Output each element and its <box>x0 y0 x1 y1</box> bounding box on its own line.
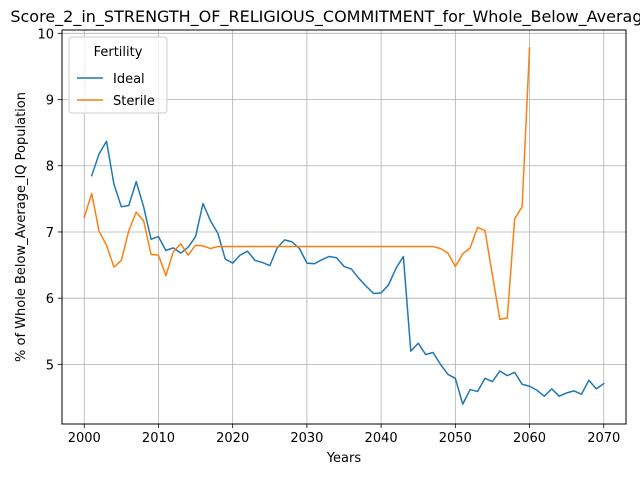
grid-lines <box>62 30 626 424</box>
chart-title: Score_2_in_STRENGTH_OF_RELIGIOUS_COMMITM… <box>10 7 640 27</box>
y-tick-label: 10 <box>37 27 54 42</box>
y-axis-label: % of Whole Below_Average_IQ Population <box>14 92 29 362</box>
x-tick-label: 2000 <box>68 431 101 446</box>
y-tick-label: 5 <box>46 358 54 373</box>
legend-title: Fertility <box>94 45 143 60</box>
y-axis-ticks: 5 6 7 8 9 10 <box>37 27 62 373</box>
x-tick-label: 2020 <box>216 431 249 446</box>
x-tick-label: 2010 <box>142 431 175 446</box>
x-axis-ticks: 2000 2010 2020 2030 2040 2050 2060 2070 <box>68 424 620 446</box>
x-tick-label: 2030 <box>290 431 323 446</box>
y-tick-label: 9 <box>46 94 54 109</box>
x-axis-label: Years <box>326 451 362 466</box>
legend-label-ideal: Ideal <box>113 72 145 87</box>
series-line-sterile <box>83 47 531 321</box>
x-tick-label: 2060 <box>513 431 546 446</box>
legend-box <box>68 36 168 114</box>
x-tick-label: 2040 <box>365 431 398 446</box>
legend: Fertility Ideal Sterile <box>68 36 168 114</box>
y-tick-label: 6 <box>46 292 54 307</box>
plot-frame <box>61 29 627 425</box>
x-tick-label: 2070 <box>587 431 620 446</box>
series-line-ideal <box>90 140 605 405</box>
y-tick-label: 8 <box>46 160 54 175</box>
legend-label-sterile: Sterile <box>113 94 155 109</box>
y-tick-label: 7 <box>46 226 54 241</box>
series-lines <box>83 47 605 405</box>
x-tick-label: 2050 <box>439 431 472 446</box>
